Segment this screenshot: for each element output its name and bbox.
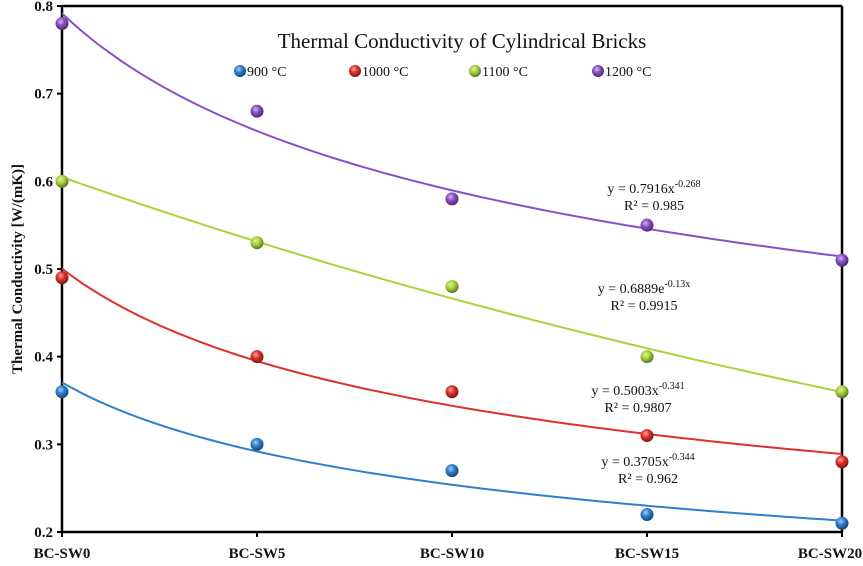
data-point <box>250 236 264 250</box>
trendline-1100 <box>61 176 843 394</box>
trendline-900 <box>61 381 843 522</box>
data-point <box>835 385 849 399</box>
data-point <box>445 280 459 294</box>
y-tick-label: 0.3 <box>34 437 53 453</box>
legend-marker <box>234 65 246 77</box>
data-point <box>640 429 654 443</box>
legend-marker <box>592 65 604 77</box>
chart-title: Thermal Conductivity of Cylindrical Bric… <box>278 29 647 53</box>
trendline-1200 <box>61 12 843 258</box>
trendline-equation: y = 0.6889e-0.13x <box>598 279 690 297</box>
trendline-r-squared: R² = 0.9915 <box>611 299 678 314</box>
x-tick-label: BC-SW20 <box>798 546 862 562</box>
data-point <box>835 516 849 530</box>
x-tick-label: BC-SW5 <box>229 546 286 562</box>
trendline-r-squared: R² = 0.9807 <box>605 401 672 416</box>
legend-marker <box>469 65 481 77</box>
y-tick-label: 0.6 <box>34 174 53 190</box>
legend-label: 1200 °C <box>605 65 651 80</box>
x-tick-label: BC-SW0 <box>34 546 91 562</box>
legend-item: 1100 °C <box>469 65 528 80</box>
y-tick-label: 0.2 <box>34 525 53 541</box>
trendline-equation: y = 0.7916x-0.268 <box>607 179 700 197</box>
legend-label: 900 °C <box>247 65 286 80</box>
data-point <box>55 174 69 188</box>
y-axis-label: Thermal Conductivity [W/(mK)] <box>10 164 26 374</box>
y-tick-label: 0.7 <box>34 87 53 103</box>
x-tick-label: BC-SW15 <box>615 546 679 562</box>
data-point <box>835 455 849 469</box>
data-point <box>640 350 654 364</box>
trendline-equation: y = 0.5003x-0.341 <box>591 381 684 399</box>
data-point <box>250 104 264 118</box>
data-point <box>640 218 654 232</box>
data-point <box>250 437 264 451</box>
legend-marker <box>349 65 361 77</box>
data-point <box>250 350 264 364</box>
axes: 0.2 0.3 0.4 0.5 0.6 0.7 0.8 BC-SW0 BC-SW5 BC-SW10… <box>34 0 862 562</box>
legend-item: 1000 °C <box>349 65 408 80</box>
data-point <box>445 385 459 399</box>
legend-item: 1200 °C <box>592 65 651 80</box>
legend-label: 1000 °C <box>362 65 408 80</box>
legend: 900 °C 1000 °C 1100 °C 1200 °C <box>234 65 651 80</box>
trendline-1000 <box>61 267 843 455</box>
trendline-equations: y = 0.3705x-0.344 R² = 0.962 y = 0.5003x-0… <box>591 179 700 487</box>
trendline-equation: y = 0.3705x-0.344 <box>601 452 694 470</box>
x-tick-label: BC-SW10 <box>420 546 484 562</box>
data-point <box>640 507 654 521</box>
trendline-r-squared: R² = 0.962 <box>618 472 678 487</box>
data-point <box>445 464 459 478</box>
trendlines <box>61 12 843 522</box>
data-point <box>835 253 849 267</box>
trendline-r-squared: R² = 0.985 <box>624 199 684 214</box>
data-point <box>55 271 69 285</box>
y-tick-label: 0.5 <box>34 262 53 278</box>
y-tick-label: 0.8 <box>34 0 53 15</box>
legend-item: 900 °C <box>234 65 286 80</box>
legend-label: 1100 °C <box>482 65 528 80</box>
data-point <box>445 192 459 206</box>
data-points <box>55 17 849 530</box>
data-point <box>55 385 69 399</box>
y-tick-label: 0.4 <box>34 350 53 366</box>
data-point <box>55 17 69 31</box>
